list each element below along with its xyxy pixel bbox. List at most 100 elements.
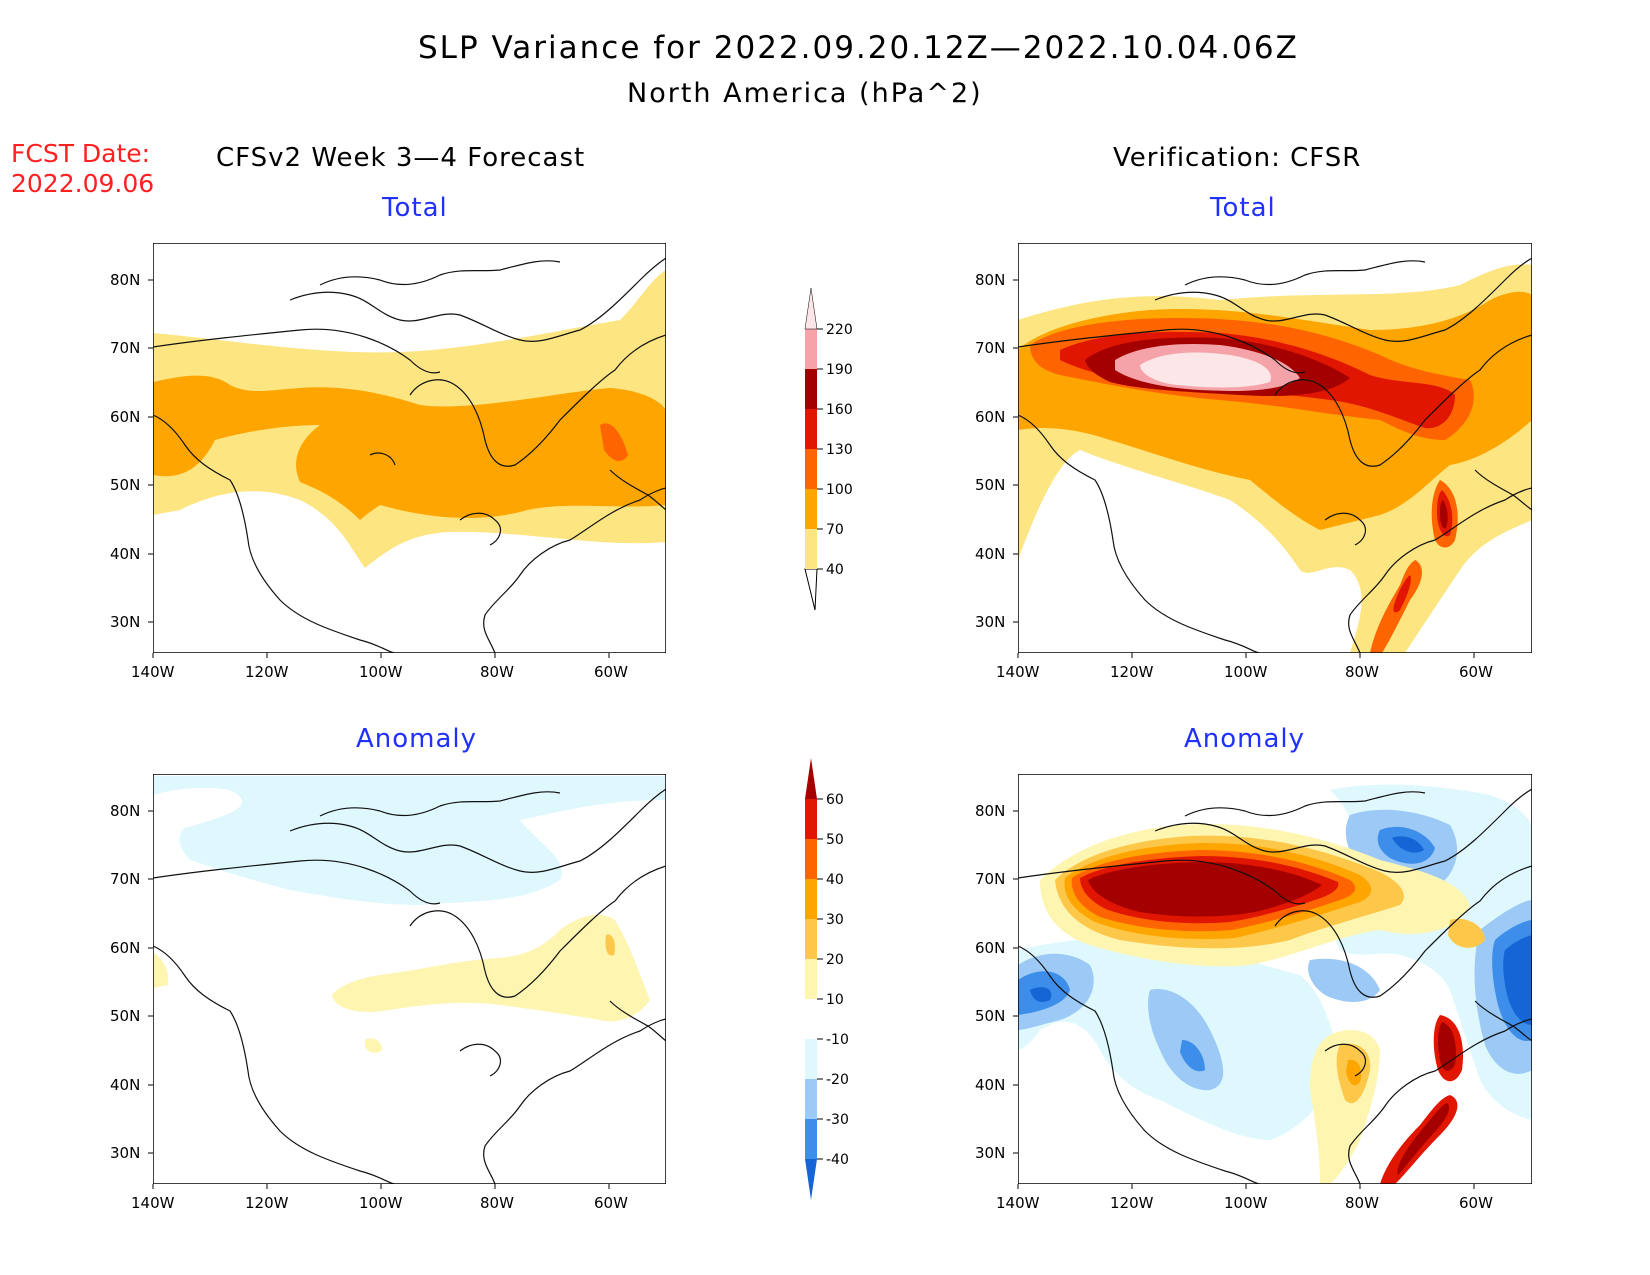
colorbar-total-160 xyxy=(805,369,817,409)
vf-anom-pos30-gl xyxy=(1346,1059,1362,1086)
panel-title-fc-anom: Anomaly xyxy=(356,724,478,754)
colorbar-anom-pos30 xyxy=(805,879,817,919)
cbar-anom-tick-40: 40 xyxy=(826,872,844,888)
lat-label-70n: 70N xyxy=(975,870,1005,888)
cbar-anom-tick-neg20: -20 xyxy=(826,1072,849,1088)
lon-label-60w: 60W xyxy=(1459,663,1493,681)
fcst-date-label: FCST Date: xyxy=(11,139,151,168)
colorbar-anom-neg10 xyxy=(805,999,817,1039)
vf-anom-pos20-east xyxy=(1448,918,1485,948)
lat-label-40n: 40N xyxy=(975,545,1005,563)
fc-total-70-band xyxy=(153,375,666,520)
vf-anom-neg30-ne xyxy=(1377,826,1532,1041)
vf-total-east-streak-130 xyxy=(1393,490,1453,613)
lon-label-60w: 60W xyxy=(594,1194,628,1212)
lat-label-40n: 40N xyxy=(110,1076,140,1094)
cbar-anom-tick-neg40: -40 xyxy=(826,1152,849,1168)
cbar-anom-tick-50: 50 xyxy=(826,832,844,848)
lat-label-60n: 60N xyxy=(975,408,1005,426)
map-fc-total xyxy=(153,243,666,653)
colorbar-anom-neg20 xyxy=(805,1039,817,1079)
lon-label-80w: 80W xyxy=(1345,663,1379,681)
lat-label-70n: 70N xyxy=(110,339,140,357)
axes-vf-anom: 30N 40N 50N 60N 70N 80N 140W 120W 100W 8… xyxy=(975,802,1493,1212)
lat-label-60n: 60N xyxy=(110,939,140,957)
cbar-total-tick-40: 40 xyxy=(826,562,844,578)
lat-label-60n: 60N xyxy=(110,408,140,426)
colorbar-total-lower-tip xyxy=(804,568,818,611)
colorbar-anom-neg40 xyxy=(805,1119,817,1159)
axes-vf-total: 30N 40N 50N 60N 70N 80N 140W 120W 100W 8… xyxy=(975,271,1493,681)
vf-anom-neg40-ne xyxy=(1392,836,1532,1025)
lat-label-60n: 60N xyxy=(975,939,1005,957)
forecast-heading: CFSv2 Week 3—4 Forecast xyxy=(216,143,586,173)
panel-title-vf-anom: Anomaly xyxy=(1184,724,1306,754)
lat-label-70n: 70N xyxy=(110,870,140,888)
fc-anom-pos10-west xyxy=(153,952,169,988)
lat-label-80n: 80N xyxy=(110,271,140,289)
lon-label-120w: 120W xyxy=(1110,1194,1154,1212)
lon-label-100w: 100W xyxy=(359,663,403,681)
lon-label-100w: 100W xyxy=(359,1194,403,1212)
colorbar-anom: -40 -30 -20 -10 10 20 30 40 50 60 xyxy=(805,758,849,1200)
lon-label-140w: 140W xyxy=(131,1194,175,1212)
colorbar-anom-pos50 xyxy=(805,799,817,839)
figure-title: SLP Variance for 2022.09.20.12Z—2022.10.… xyxy=(418,30,1299,66)
lat-label-50n: 50N xyxy=(110,476,140,494)
map-vf-total xyxy=(1018,243,1532,653)
cbar-total-tick-130: 130 xyxy=(826,442,853,458)
colorbar-total-70 xyxy=(805,489,817,529)
cbar-total-tick-100: 100 xyxy=(826,482,853,498)
fc-anom-pos20-spot xyxy=(605,934,615,956)
colorbar-anom-upper-tip xyxy=(805,758,817,799)
cbar-anom-tick-10: 10 xyxy=(826,992,844,1008)
colorbar-total-upper-tip xyxy=(804,287,818,330)
lon-label-80w: 80W xyxy=(480,1194,514,1212)
axes-fc-anom: 30N 40N 50N 60N 70N 80N 140W 120W 100W 8… xyxy=(110,802,628,1212)
lon-label-140w: 140W xyxy=(996,663,1040,681)
panel-title-fc-total: Total xyxy=(382,193,448,223)
panel-title-vf-total: Total xyxy=(1210,193,1276,223)
lon-label-80w: 80W xyxy=(1345,1194,1379,1212)
vf-total-east-streak-100 xyxy=(1370,480,1458,653)
lat-label-50n: 50N xyxy=(975,476,1005,494)
cbar-total-tick-160: 160 xyxy=(826,402,853,418)
colorbar-anom-lower-tip xyxy=(805,1159,817,1200)
cbar-anom-tick-60: 60 xyxy=(826,792,844,808)
lat-label-30n: 30N xyxy=(110,1144,140,1162)
vf-total-east-streak-160 xyxy=(1440,500,1448,529)
lon-label-120w: 120W xyxy=(245,663,289,681)
lat-label-40n: 40N xyxy=(975,1076,1005,1094)
map-fc-anom xyxy=(153,774,666,1184)
lon-label-140w: 140W xyxy=(996,1194,1040,1212)
lon-label-100w: 100W xyxy=(1224,663,1268,681)
lon-label-60w: 60W xyxy=(594,663,628,681)
vf-anom-pos60-main xyxy=(1088,862,1322,917)
colorbar-anom-pos10 xyxy=(805,959,817,999)
coastline-fc-anom xyxy=(153,788,666,1184)
colorbar-total-100 xyxy=(805,449,817,489)
fcst-date-value: 2022.09.06 xyxy=(11,169,155,198)
cbar-anom-tick-20: 20 xyxy=(826,952,844,968)
lon-label-120w: 120W xyxy=(1110,663,1154,681)
vf-anom-neg40-west xyxy=(1030,987,1052,1002)
figure-subtitle: North America (hPa^2) xyxy=(627,78,983,109)
lat-label-30n: 30N xyxy=(975,613,1005,631)
lat-label-50n: 50N xyxy=(110,1007,140,1025)
lon-label-80w: 80W xyxy=(480,663,514,681)
colorbar-total: 40 70 100 130 160 190 220 xyxy=(804,287,853,611)
lat-label-50n: 50N xyxy=(975,1007,1005,1025)
colorbar-total-130 xyxy=(805,409,817,449)
lat-label-80n: 80N xyxy=(975,271,1005,289)
axes-fc-total: 30N 40N 50N 60N 70N 80N 140W 120W 100W 8… xyxy=(110,271,628,681)
cbar-anom-tick-neg10: -10 xyxy=(826,1032,849,1048)
fc-anom-pos10-small xyxy=(365,1038,382,1053)
colorbar-anom-pos40 xyxy=(805,839,817,879)
vf-anom-neg30-west xyxy=(1018,971,1205,1072)
lon-label-60w: 60W xyxy=(1459,1194,1493,1212)
coastline-vf-total xyxy=(1018,257,1532,653)
cbar-anom-tick-30: 30 xyxy=(826,912,844,928)
cbar-anom-tick-neg30: -30 xyxy=(826,1112,849,1128)
cbar-total-tick-190: 190 xyxy=(826,362,853,378)
